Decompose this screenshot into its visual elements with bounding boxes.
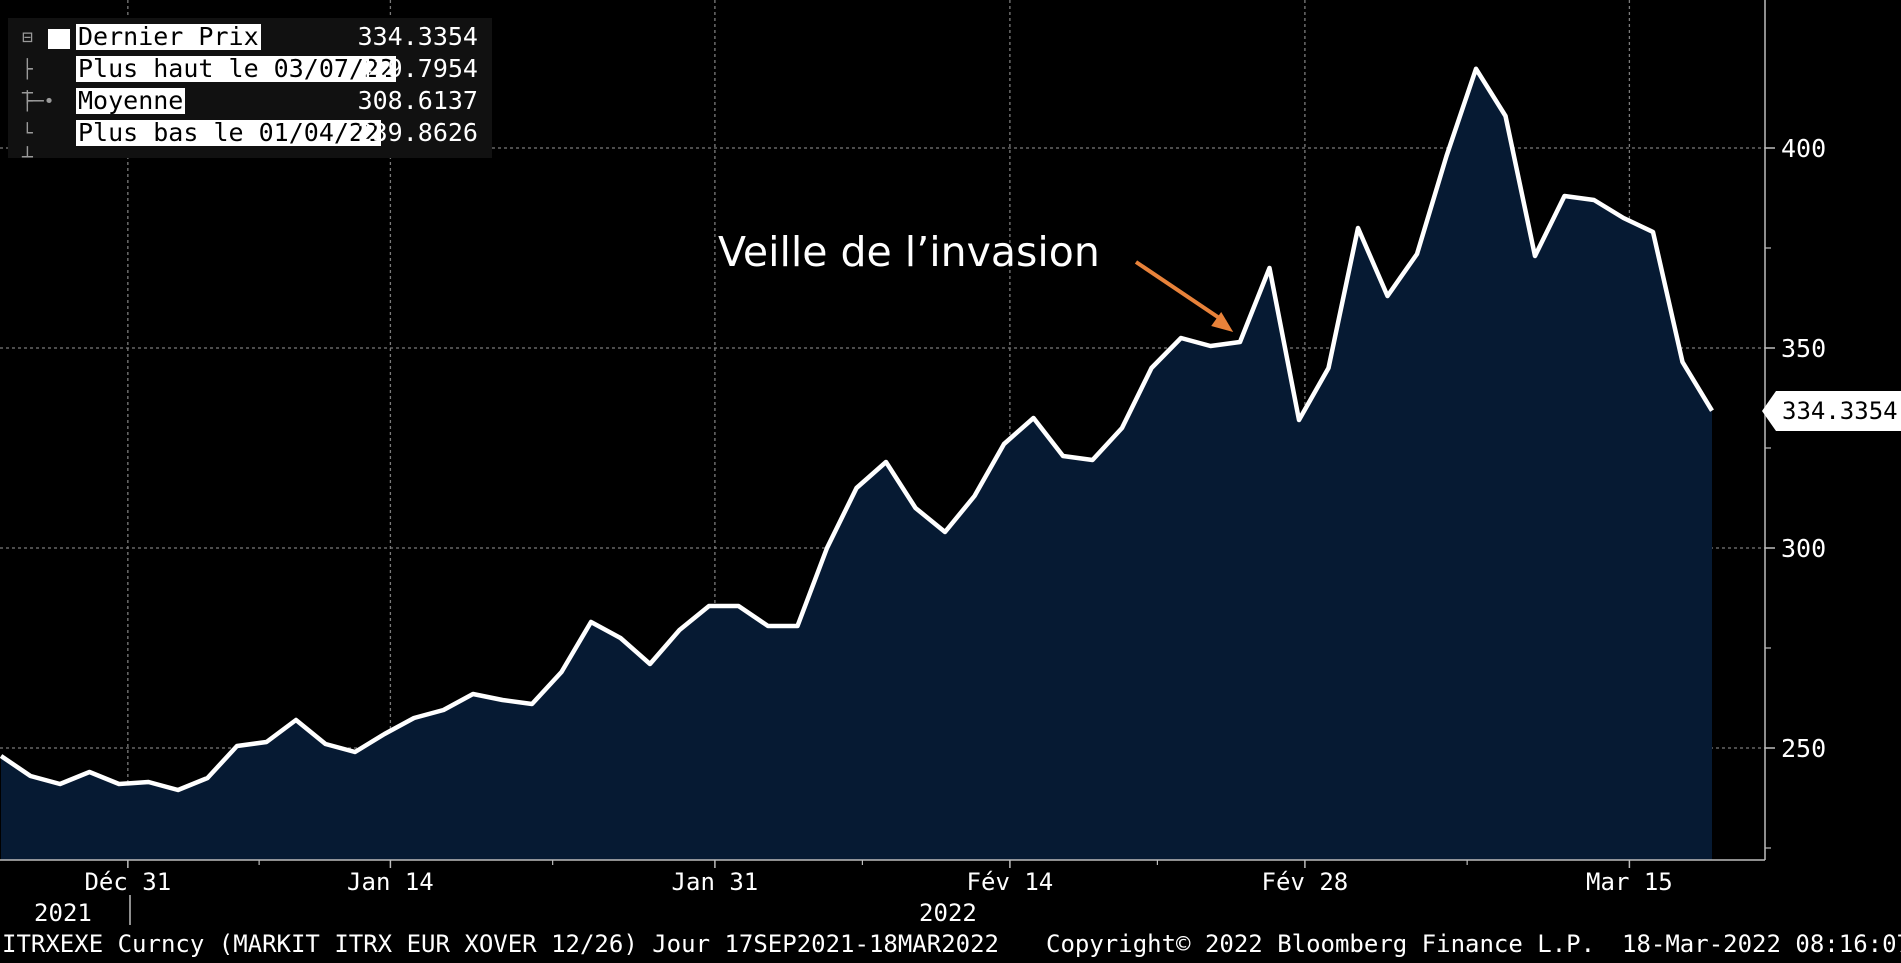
square-icon [48,29,70,49]
low-marker-icon: └ ┴ [22,123,33,168]
legend-row-average: ├─• Moyenne 308.6137 [8,86,492,116]
year-label: 2021 [34,899,92,927]
legend-row-high: ├ ┬ Plus haut le 03/07/22 419.7954 [8,54,492,105]
footer-ticker: ITRXEXE Curncy (MARKIT ITRX EUR XOVER 12… [2,930,999,958]
annotation-label: Veille de l’invasion [718,228,1100,276]
legend-value: 308.6137 [357,86,478,115]
collapse-toggle-icon[interactable]: ⊟ [22,27,33,48]
y-tick-label: 250 [1781,734,1826,763]
footer-timestamp: 18-Mar-2022 08:16:07 [1622,930,1901,958]
x-tick-label: Mar 15 [1586,868,1673,896]
last-value-badge: 334.3354 [1762,391,1901,431]
y-tick-label: 400 [1781,134,1826,163]
legend-value: 419.7954 [357,54,478,83]
legend-value: 334.3354 [357,22,478,51]
annotation-arrowhead [1211,312,1234,332]
y-tick-label: 300 [1781,534,1826,563]
x-tick-label: Fév 28 [1262,868,1349,896]
x-tick-label: Déc 31 [84,868,171,896]
high-marker-icon: ├ ┬ [22,59,33,104]
legend-label: Plus haut le 03/07/22 [76,54,397,83]
legend-value: 239.8626 [357,118,478,147]
legend-label: Moyenne [76,86,186,115]
x-tick-label: Jan 31 [672,868,759,896]
legend-label: Dernier Prix [76,22,261,51]
average-marker-icon: ├─• [22,91,55,112]
year-label: 2022 [919,899,977,927]
series-area [1,68,1712,861]
x-tick-label: Fév 14 [967,868,1054,896]
legend: ⊟ Dernier Prix 334.3354 ├ ┬ Plus haut le… [8,18,492,169]
legend-row-last-price: ⊟ Dernier Prix 334.3354 [8,22,492,52]
y-tick-label: 350 [1781,334,1826,363]
footer-copyright: Copyright© 2022 Bloomberg Finance L.P. [1046,930,1596,958]
x-tick-label: Jan 14 [347,868,434,896]
legend-label: Plus bas le 01/04/22 [76,118,382,147]
annotation-arrow [1134,260,1227,324]
legend-row-low: └ ┴ Plus bas le 01/04/22 239.8626 [8,118,492,169]
